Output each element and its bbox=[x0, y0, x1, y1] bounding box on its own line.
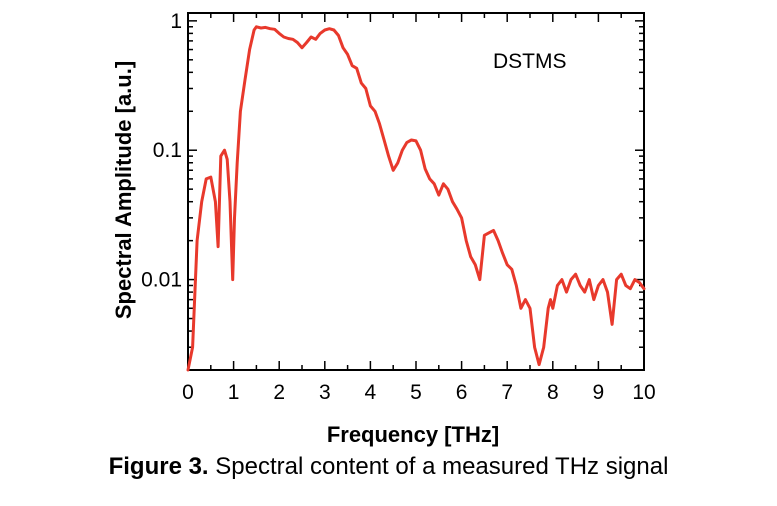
x-tick-label: 1 bbox=[228, 381, 240, 404]
x-tick-label: 9 bbox=[593, 381, 605, 404]
series-annotation-label: DSTMS bbox=[493, 50, 567, 73]
y-tick-label: 0.1 bbox=[153, 139, 182, 162]
x-tick-label: 3 bbox=[319, 381, 331, 404]
figure-caption-text: Spectral content of a measured THz signa… bbox=[208, 453, 669, 480]
series-line bbox=[186, 25, 646, 372]
y-tick-label: 1 bbox=[170, 10, 182, 33]
spectrum-chart: 0 1 2 3 4 5 6 7 8 9 10 0.01 0.1 1 Frequency [THz] Sp… bbox=[111, 10, 656, 447]
y-tick-label: 0.01 bbox=[141, 269, 182, 292]
x-tick-label: 0 bbox=[182, 381, 194, 404]
y-axis-ticks: 0.01 0.1 1 bbox=[141, 10, 644, 371]
x-axis-title: Frequency [THz] bbox=[327, 422, 499, 447]
x-tick-label: 10 bbox=[632, 381, 655, 404]
x-tick-label: 6 bbox=[456, 381, 468, 404]
series-layer bbox=[186, 25, 646, 372]
y-axis-title: Spectral Amplitude [a.u.] bbox=[111, 61, 136, 319]
plot-frame bbox=[187, 12, 645, 371]
x-tick-label: 7 bbox=[501, 381, 513, 404]
figure-caption: Figure 3. Spectral content of a measured… bbox=[0, 453, 777, 481]
figure-caption-label: Figure 3. bbox=[108, 453, 209, 480]
plot-border bbox=[187, 12, 645, 371]
x-axis-ticks: 0 1 2 3 4 5 6 7 8 9 10 bbox=[182, 13, 656, 404]
x-tick-label: 5 bbox=[410, 381, 422, 404]
x-tick-label: 4 bbox=[365, 381, 377, 404]
x-tick-label: 8 bbox=[547, 381, 559, 404]
x-tick-label: 2 bbox=[273, 381, 285, 404]
